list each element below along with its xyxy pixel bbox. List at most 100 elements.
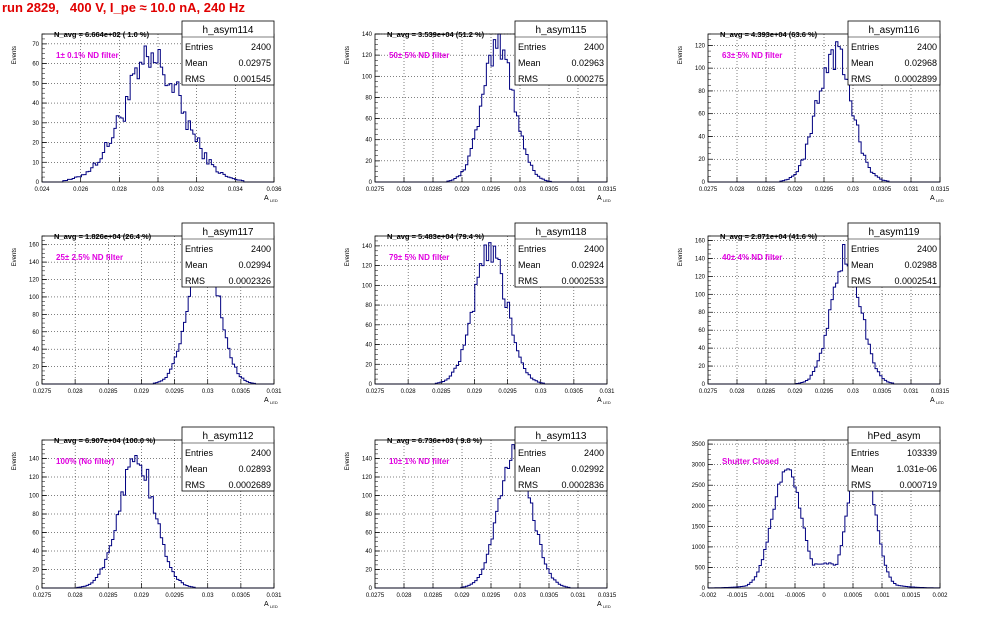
x-axis-subscript: LED (603, 198, 611, 203)
stats-key: Entries (185, 448, 214, 458)
navg-label: N_avg = 4.393e+04 (63.6 %) (720, 30, 818, 39)
y-tick-label: 30 (32, 121, 39, 127)
y-tick-label: 80 (365, 303, 372, 309)
stats-value: 0.0002533 (561, 276, 604, 286)
y-tick-label: 60 (32, 330, 39, 336)
y-tick-label: 140 (362, 457, 373, 463)
stats-key: RMS (851, 276, 871, 286)
x-tick-label: 0.029 (787, 389, 803, 395)
y-tick-label: 120 (362, 264, 373, 270)
stats-key: Mean (851, 260, 874, 270)
plot-frame (707, 439, 941, 589)
stats-key: RMS (518, 74, 538, 84)
x-tick-label: 0.029 (787, 187, 803, 193)
stats-value: 0.0002836 (561, 480, 604, 490)
x-tick-label: 0.03 (514, 593, 526, 599)
x-tick-label: 0.0295 (815, 187, 834, 193)
x-tick-label: 0.03 (202, 593, 214, 599)
stats-title: h_asym112 (203, 431, 254, 442)
stats-key: Mean (518, 260, 541, 270)
stats-box (847, 426, 941, 492)
stats-value: 2400 (584, 42, 604, 52)
x-tick-label: 0.03 (202, 389, 214, 395)
stats-box (514, 20, 608, 86)
x-tick-label: 0.028 (396, 593, 412, 599)
navg-label: N_avg = 5.483e+04 (79.4 %) (387, 232, 485, 241)
y-axis-title: Events (345, 46, 351, 64)
x-axis-title: A (597, 397, 602, 404)
x-tick-label: 0.028 (68, 389, 84, 395)
stats-value: 2400 (251, 42, 271, 52)
y-tick-label: 80 (365, 95, 372, 101)
histogram-line (42, 45, 274, 183)
stats-value: 0.02963 (571, 58, 604, 68)
x-tick-label: 0.028 (68, 593, 84, 599)
y-tick-label: 20 (698, 364, 705, 370)
y-axis-title: Events (12, 248, 18, 266)
stats-value: 0.000275 (566, 74, 604, 84)
x-tick-label: 0.03 (535, 389, 547, 395)
x-tick-label: 0.032 (189, 187, 205, 193)
x-tick-label: 0.0275 (366, 593, 385, 599)
y-tick-label: 140 (362, 32, 373, 38)
y-tick-label: 20 (32, 141, 39, 147)
y-tick-label: 140 (29, 457, 40, 463)
histogram-panel-h_asym113: 0.0275 0.028 0.0285 0.029 0.0295 0.03 0.0305 0.… (345, 426, 617, 609)
stats-key: Mean (518, 58, 541, 68)
histogram-panel-hPed_asym: -0.002 -0.0015 -0.001 -0.0005 0 0.0005 0.001 0.… (692, 426, 948, 599)
x-tick-label: 0.0295 (498, 389, 517, 395)
stats-box (181, 426, 275, 492)
y-tick-label: 40 (365, 343, 372, 349)
y-tick-label: 1000 (692, 545, 706, 551)
y-tick-label: 120 (362, 53, 373, 59)
y-tick-label: 140 (29, 260, 40, 266)
filter-label: 100% (No filter) (56, 457, 115, 466)
x-axis-title: A (597, 601, 602, 608)
stats-value: 0.02988 (904, 260, 937, 270)
x-tick-label: -0.0015 (727, 593, 748, 599)
x-tick-label: 0.031 (599, 389, 615, 395)
y-tick-label: 80 (698, 310, 705, 316)
y-tick-label: 80 (698, 89, 705, 95)
y-tick-label: 20 (365, 362, 372, 368)
x-tick-label: 0.0305 (873, 389, 892, 395)
stats-value: 2400 (917, 42, 937, 52)
x-tick-label: 0.0275 (366, 389, 385, 395)
x-tick-label: 0.029 (467, 389, 483, 395)
y-tick-label: 40 (365, 138, 372, 144)
y-tick-label: 0 (36, 382, 40, 388)
y-tick-label: 20 (32, 365, 39, 371)
stats-box (514, 222, 608, 288)
stats-box (847, 222, 941, 288)
y-tick-label: 80 (365, 512, 372, 518)
x-axis-title: A (264, 601, 269, 608)
stats-key: RMS (185, 480, 205, 490)
x-tick-label: 0.0305 (232, 389, 251, 395)
x-tick-label: 0.0285 (757, 187, 776, 193)
stats-value: 2400 (251, 448, 271, 458)
stats-value: 0.02992 (571, 464, 604, 474)
y-tick-label: 40 (32, 347, 39, 353)
y-tick-label: 60 (32, 62, 39, 68)
stats-value: 2400 (917, 244, 937, 254)
y-tick-label: 60 (365, 323, 372, 329)
histogram-panel-h_asym114: 0.024 0.026 0.028 0.03 0.032 0.034 0.036 0 10 20 3… (12, 20, 282, 203)
y-tick-label: 40 (365, 549, 372, 555)
x-axis-subscript: LED (603, 400, 611, 405)
y-tick-label: 40 (32, 101, 39, 107)
y-tick-label: 60 (698, 328, 705, 334)
x-tick-label: 0.0285 (99, 593, 118, 599)
y-tick-label: 70 (32, 42, 39, 48)
stats-value: 0.001545 (233, 74, 271, 84)
stats-title: hPed_asym (868, 431, 921, 442)
x-tick-label: 0.0285 (757, 389, 776, 395)
x-tick-label: 0.036 (266, 187, 282, 193)
y-tick-label: 40 (698, 346, 705, 352)
stats-title: h_asym119 (869, 227, 920, 238)
histogram-panel-h_asym118: 0.0275 0.028 0.0285 0.029 0.0295 0.03 0.0305 0.… (345, 222, 615, 405)
stats-value: 0.0002689 (228, 480, 271, 490)
x-axis-subscript: LED (936, 198, 944, 203)
y-tick-label: 0 (369, 382, 373, 388)
x-tick-label: 0.029 (134, 389, 150, 395)
